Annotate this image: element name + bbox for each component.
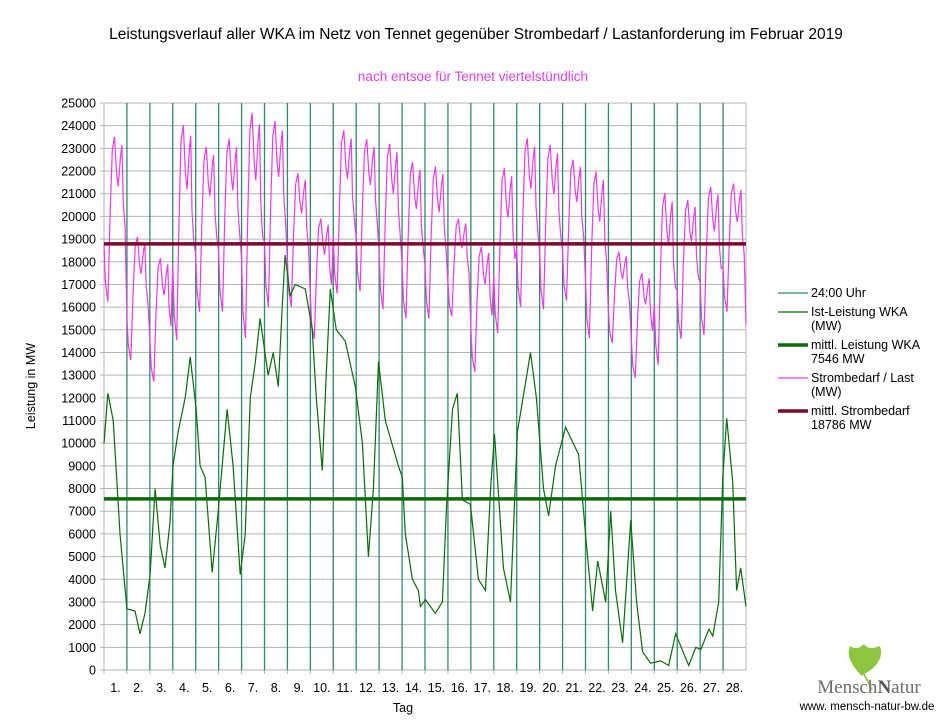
legend-label: Ist-Leistung WKA [811, 305, 908, 319]
y-tick-label: 19000 [61, 233, 96, 247]
x-tick-label: 3. [156, 681, 166, 695]
legend-label: 7546 MW [811, 352, 865, 366]
y-tick-label: 22000 [61, 165, 96, 179]
legend-label: Strombedarf / Last [811, 371, 914, 385]
y-tick-label: 14000 [61, 346, 96, 360]
legend-label: (MW) [811, 319, 842, 333]
y-tick-label: 20000 [61, 210, 96, 224]
x-tick-label: 27. [703, 681, 720, 695]
y-tick-label: 7000 [68, 505, 96, 519]
y-tick-label: 16000 [61, 301, 96, 315]
wka-line [103, 254, 747, 668]
x-tick-label: 20. [542, 681, 559, 695]
y-tick-label: 4000 [68, 573, 96, 587]
y-tick-label: 1000 [68, 641, 96, 655]
y-axis-label: Leistung in MW [24, 343, 38, 429]
legend-label: (MW) [811, 385, 842, 399]
x-tick-label: 5. [202, 681, 212, 695]
x-axis-label: Tag [393, 701, 413, 715]
x-tick-label: 21. [565, 681, 582, 695]
y-tick-label: 5000 [68, 550, 96, 564]
y-tick-label: 12000 [61, 391, 96, 405]
x-tick-label: 15. [428, 681, 445, 695]
demand-line [103, 112, 747, 382]
y-tick-label: 2000 [68, 618, 96, 632]
y-tick-label: 25000 [61, 97, 96, 111]
legend-label: mittl. Strombedarf [811, 404, 910, 418]
x-tick-label: 25. [657, 681, 674, 695]
logo-url: www. mensch-natur-bw.de [799, 701, 935, 713]
x-axis-tick-labels: 1. 2. 3. 4. 5. 6. 7. 8. 9. 10. 11. 12. 13. 14. 15. 16. 1… [110, 681, 743, 695]
series [103, 112, 747, 668]
x-tick-label: 28. [726, 681, 743, 695]
x-tick-label: 9. [294, 681, 304, 695]
x-tick-label: 17. [474, 681, 491, 695]
y-tick-label: 9000 [68, 459, 96, 473]
x-tick-label: 7. [248, 681, 258, 695]
y-tick-label: 3000 [68, 595, 96, 609]
y-tick-label: 13000 [61, 369, 96, 383]
x-tick-label: 1. [110, 681, 120, 695]
y-tick-label: 0 [89, 664, 96, 678]
y-tick-label: 6000 [68, 527, 96, 541]
legend-label: 24:00 Uhr [811, 286, 866, 300]
logo: MenschNatur www. mensch-natur-bw.de [799, 644, 935, 713]
y-tick-label: 24000 [61, 119, 96, 133]
y-tick-label: 23000 [61, 142, 96, 156]
x-tick-label: 24. [634, 681, 651, 695]
x-tick-label: 16. [451, 681, 468, 695]
x-tick-label: 4. [179, 681, 189, 695]
x-tick-label: 2. [133, 681, 143, 695]
ginkgo-leaf-icon [848, 644, 882, 691]
y-axis-tick-labels: 0 1000 2000 3000 4000 5000 6000 7000 8000 9000 100… [61, 97, 96, 678]
x-tick-label: 13. [382, 681, 399, 695]
x-tick-label: 10. [313, 681, 330, 695]
y-tick-label: 17000 [61, 278, 96, 292]
y-tick-label: 8000 [68, 482, 96, 496]
legend-label: 18786 MW [811, 418, 872, 432]
x-tick-label: 12. [359, 681, 376, 695]
x-tick-label: 22. [588, 681, 605, 695]
y-tick-label: 21000 [61, 187, 96, 201]
y-tick-label: 11000 [62, 414, 96, 428]
x-tick-label: 14. [405, 681, 422, 695]
grid [100, 102, 747, 674]
logo-brand: MenschNatur [817, 677, 921, 698]
x-tick-label: 19. [519, 681, 536, 695]
x-tick-label: 8. [271, 681, 281, 695]
y-tick-label: 18000 [61, 255, 96, 269]
y-tick-label: 15000 [61, 323, 96, 337]
chart-subtitle: nach entsoe für Tennet viertelstündlich [358, 69, 588, 84]
x-tick-label: 18. [497, 681, 514, 695]
legend-label: mittl. Leistung WKA [811, 338, 921, 352]
x-tick-label: 6. [225, 681, 235, 695]
x-tick-label: 11. [337, 681, 353, 695]
x-tick-label: 26. [680, 681, 697, 695]
y-tick-label: 10000 [61, 437, 96, 451]
chart-title: Leistungsverlauf aller WKA im Netz von T… [109, 26, 843, 43]
x-tick-label: 23. [611, 681, 628, 695]
